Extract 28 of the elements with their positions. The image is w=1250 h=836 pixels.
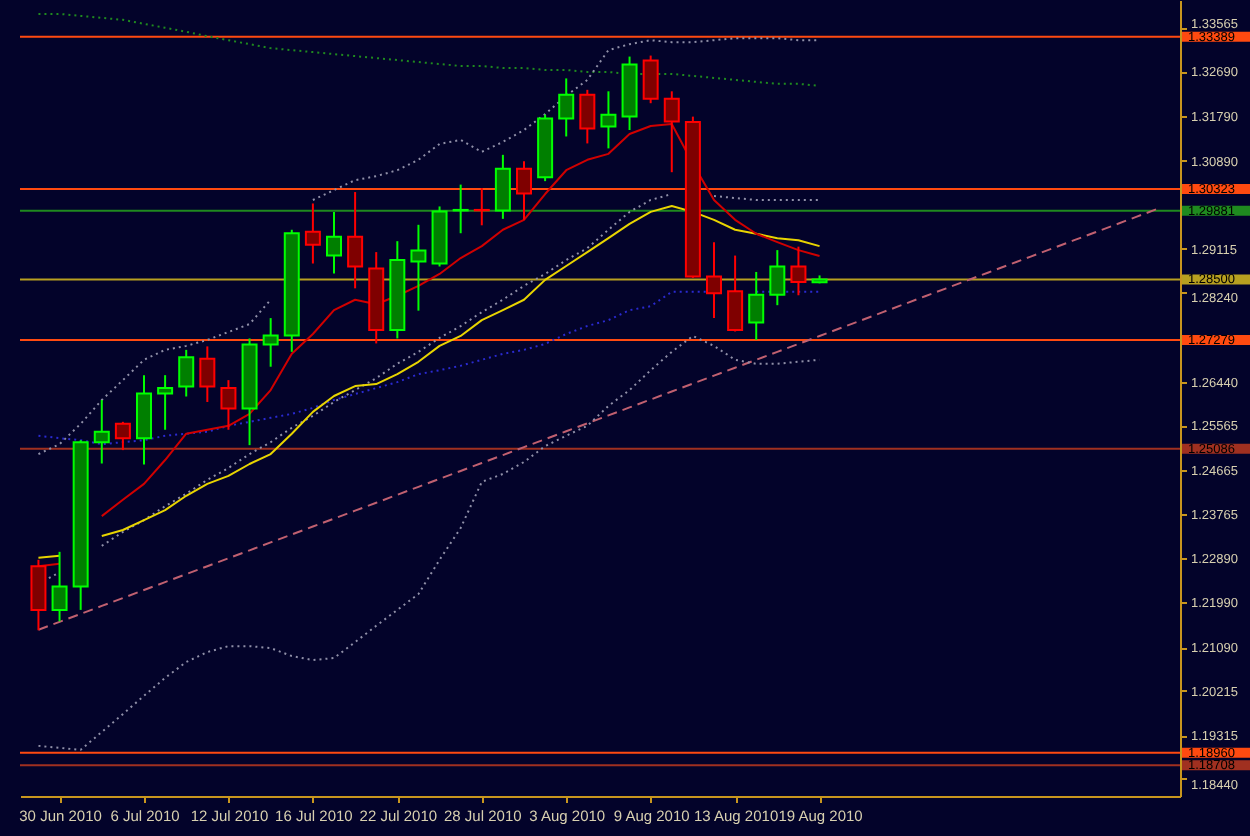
candlestick xyxy=(600,90,617,150)
candlestick xyxy=(579,88,596,145)
candlestick xyxy=(790,245,807,297)
line-series xyxy=(37,207,1159,631)
candlestick xyxy=(516,160,532,221)
candlestick xyxy=(51,550,68,623)
candlestick xyxy=(410,223,427,312)
candlestick xyxy=(136,374,152,466)
candlestick xyxy=(114,420,131,452)
candlestick xyxy=(199,345,216,403)
candlestick xyxy=(304,202,321,265)
candlestick xyxy=(663,90,680,174)
line-series xyxy=(37,334,821,751)
candlestick xyxy=(157,374,174,431)
candlestick xyxy=(93,398,110,465)
candlestick xyxy=(727,254,744,333)
candlestick xyxy=(494,153,511,220)
candlestick xyxy=(262,317,279,368)
candlestick xyxy=(220,379,237,431)
candlestick xyxy=(642,54,659,105)
candlestick xyxy=(706,241,722,320)
candlestick xyxy=(326,210,342,275)
candlestick xyxy=(748,270,765,341)
candlestick xyxy=(769,249,786,307)
candlestick xyxy=(178,348,195,398)
candlestick xyxy=(347,191,364,290)
candlestick xyxy=(558,77,575,138)
candlestick xyxy=(30,558,47,632)
